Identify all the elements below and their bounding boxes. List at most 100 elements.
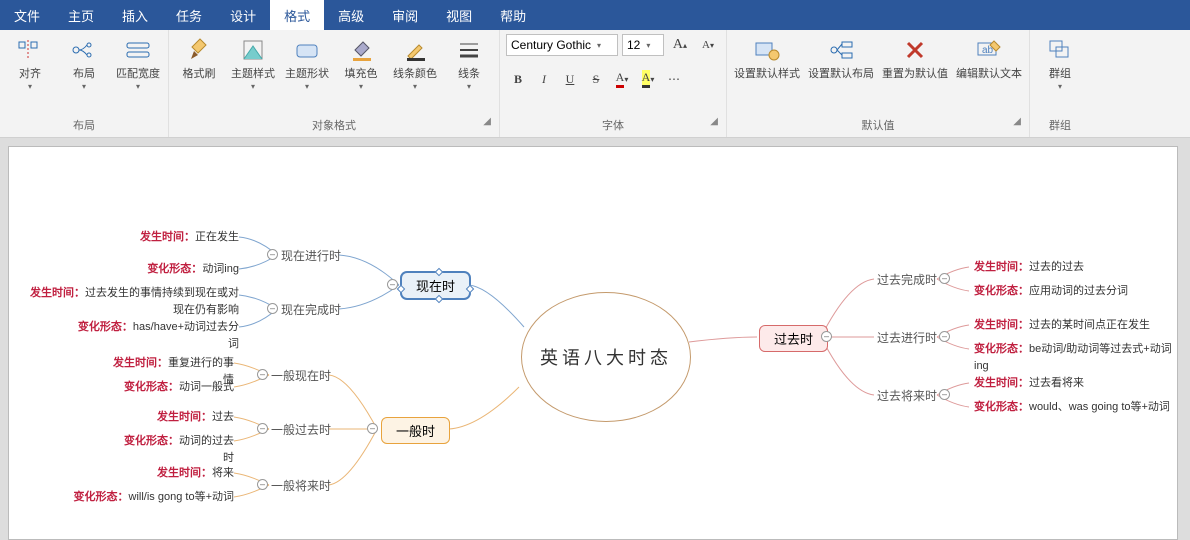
bold-button[interactable]: B	[506, 68, 530, 90]
sub-general-past[interactable]: 一般过去时	[271, 421, 331, 438]
match-width-button[interactable]: 匹配宽度 ▾	[114, 34, 162, 93]
tab-advanced[interactable]: 高级	[324, 0, 378, 30]
group-object-format: 格式刷 主题样式 ▾ 主题形状 ▾ 填充色 ▾ 线条颜色 ▾	[169, 30, 500, 137]
lines-icon	[455, 36, 483, 64]
tab-insert[interactable]: 插入	[108, 0, 162, 30]
sub-general-future[interactable]: 一般将来时	[271, 477, 331, 494]
collapse-toggle[interactable]: –	[939, 389, 950, 400]
tab-home[interactable]: 主页	[54, 0, 108, 30]
chevron-down-icon: ▾	[413, 82, 417, 91]
canvas-area: 英语八大时态 现在时 – 现在进行时 – 发生时间：正在发生 变化形态：动词in…	[0, 138, 1190, 540]
dialog-launcher-icon[interactable]: ◢	[1013, 116, 1021, 127]
group-button[interactable]: 群组 ▾	[1036, 34, 1084, 93]
dialog-launcher-icon[interactable]: ◢	[710, 116, 718, 127]
collapse-toggle[interactable]: –	[257, 479, 268, 490]
group-layout-label: 布局	[6, 114, 162, 137]
layout-btn-label: 布局	[73, 68, 95, 81]
topic-now[interactable]: 现在时	[401, 272, 470, 299]
tab-task[interactable]: 任务	[162, 0, 216, 30]
leaf: 变化形态：动词一般式	[114, 379, 234, 396]
tab-view[interactable]: 视图	[432, 0, 486, 30]
tab-design[interactable]: 设计	[216, 0, 270, 30]
menu-bar: 文件 主页 插入 任务 设计 格式 高级 审阅 视图 帮助	[0, 0, 1190, 30]
format-painter-button[interactable]: 格式刷	[175, 34, 223, 83]
font-color-button[interactable]: A▾	[610, 68, 634, 90]
chevron-down-icon: ▾	[136, 82, 140, 91]
chevron-down-icon: ▾	[646, 41, 650, 50]
strike-button[interactable]: S	[584, 68, 608, 90]
collapse-toggle[interactable]: –	[367, 423, 378, 434]
sub-past-progressive[interactable]: 过去进行时	[877, 329, 937, 346]
fill-color-label: 填充色	[345, 68, 378, 81]
group-defaults: 设置默认样式 设置默认布局 重置为默认值 ab 编辑默认文本 默认值◢	[727, 30, 1030, 137]
sub-now-perfect[interactable]: 现在完成时	[281, 301, 341, 318]
mindmap-canvas[interactable]: 英语八大时态 现在时 – 现在进行时 – 发生时间：正在发生 变化形态：动词in…	[8, 146, 1178, 540]
fill-color-button[interactable]: 填充色 ▾	[337, 34, 385, 93]
set-default-layout-button[interactable]: 设置默认布局	[807, 34, 875, 83]
line-color-label: 线条颜色	[393, 68, 437, 81]
sub-general-present[interactable]: 一般现在时	[271, 367, 331, 384]
set-default-style-button[interactable]: 设置默认样式	[733, 34, 801, 83]
sub-past-future[interactable]: 过去将来时	[877, 387, 937, 404]
group-object-format-label: 对象格式◢	[175, 114, 493, 137]
group-defaults-label: 默认值◢	[733, 114, 1023, 137]
group-group-label: 群组	[1036, 114, 1084, 137]
collapse-toggle[interactable]: –	[939, 331, 950, 342]
collapse-toggle[interactable]: –	[821, 331, 832, 342]
edit-default-text-label: 编辑默认文本	[956, 68, 1022, 81]
italic-button[interactable]: I	[532, 68, 556, 90]
collapse-toggle[interactable]: –	[257, 423, 268, 434]
collapse-toggle[interactable]: –	[257, 369, 268, 380]
grow-font-button[interactable]: A▴	[668, 34, 692, 56]
leaf: 变化形态：应用动词的过去分词	[974, 283, 1128, 300]
collapse-toggle[interactable]: –	[267, 249, 278, 260]
group-group: 群组 ▾ 群组	[1030, 30, 1090, 137]
center-node[interactable]: 英语八大时态	[521, 292, 691, 422]
theme-style-label: 主题样式	[231, 68, 275, 81]
tab-review[interactable]: 审阅	[378, 0, 432, 30]
reset-default-button[interactable]: 重置为默认值	[881, 34, 949, 83]
leaf: 变化形态：will/is gong to等+动词	[69, 489, 234, 506]
edit-default-text-button[interactable]: ab 编辑默认文本	[955, 34, 1023, 83]
sub-past-perfect[interactable]: 过去完成时	[877, 271, 937, 288]
format-painter-label: 格式刷	[183, 68, 216, 81]
font-name-select[interactable]: Century Gothic▾	[506, 34, 618, 56]
topic-past[interactable]: 过去时	[759, 325, 828, 352]
match-width-icon	[124, 36, 152, 64]
lines-button[interactable]: 线条 ▾	[445, 34, 493, 93]
ribbon: 对齐 ▾ 布局 ▾ 匹配宽度 ▾ 布局 格式刷 主题样式	[0, 30, 1190, 138]
brush-icon	[185, 36, 213, 64]
align-button[interactable]: 对齐 ▾	[6, 34, 54, 93]
leaf: 发生时间：过去的过去	[974, 259, 1084, 276]
dialog-launcher-icon[interactable]: ◢	[483, 116, 491, 127]
tab-file[interactable]: 文件	[0, 0, 54, 30]
align-label: 对齐	[19, 68, 41, 81]
leaf: 发生时间：过去的某时间点正在发生	[974, 317, 1150, 334]
leaf: 变化形态：动词ing	[139, 261, 239, 278]
topic-general[interactable]: 一般时	[381, 417, 450, 444]
layout-button[interactable]: 布局 ▾	[60, 34, 108, 93]
theme-shape-button[interactable]: 主题形状 ▾	[283, 34, 331, 93]
shrink-font-button[interactable]: A▾	[696, 34, 720, 56]
collapse-toggle[interactable]: –	[939, 273, 950, 284]
leaf: 发生时间：将来	[144, 465, 234, 482]
group-btn-label: 群组	[1049, 68, 1071, 81]
group-icon	[1046, 36, 1074, 64]
highlight-button[interactable]: A▾	[636, 68, 660, 90]
collapse-toggle[interactable]: –	[267, 303, 278, 314]
tab-format[interactable]: 格式	[270, 0, 324, 30]
sub-now-progressive[interactable]: 现在进行时	[281, 247, 341, 264]
theme-shape-icon	[293, 36, 321, 64]
line-color-button[interactable]: 线条颜色 ▾	[391, 34, 439, 93]
font-size-select[interactable]: 12▾	[622, 34, 664, 56]
theme-style-button[interactable]: 主题样式 ▾	[229, 34, 277, 93]
more-font-button[interactable]: ⋯	[662, 68, 686, 90]
set-default-style-label: 设置默认样式	[734, 68, 800, 81]
bucket-icon	[347, 36, 375, 64]
group-font: Century Gothic▾ 12▾ A▴ A▾ B I U S A▾ A▾ …	[500, 30, 727, 137]
collapse-toggle[interactable]: –	[387, 279, 398, 290]
edit-text-icon: ab	[975, 36, 1003, 64]
chevron-down-icon: ▾	[28, 82, 32, 91]
underline-button[interactable]: U	[558, 68, 582, 90]
tab-help[interactable]: 帮助	[486, 0, 540, 30]
